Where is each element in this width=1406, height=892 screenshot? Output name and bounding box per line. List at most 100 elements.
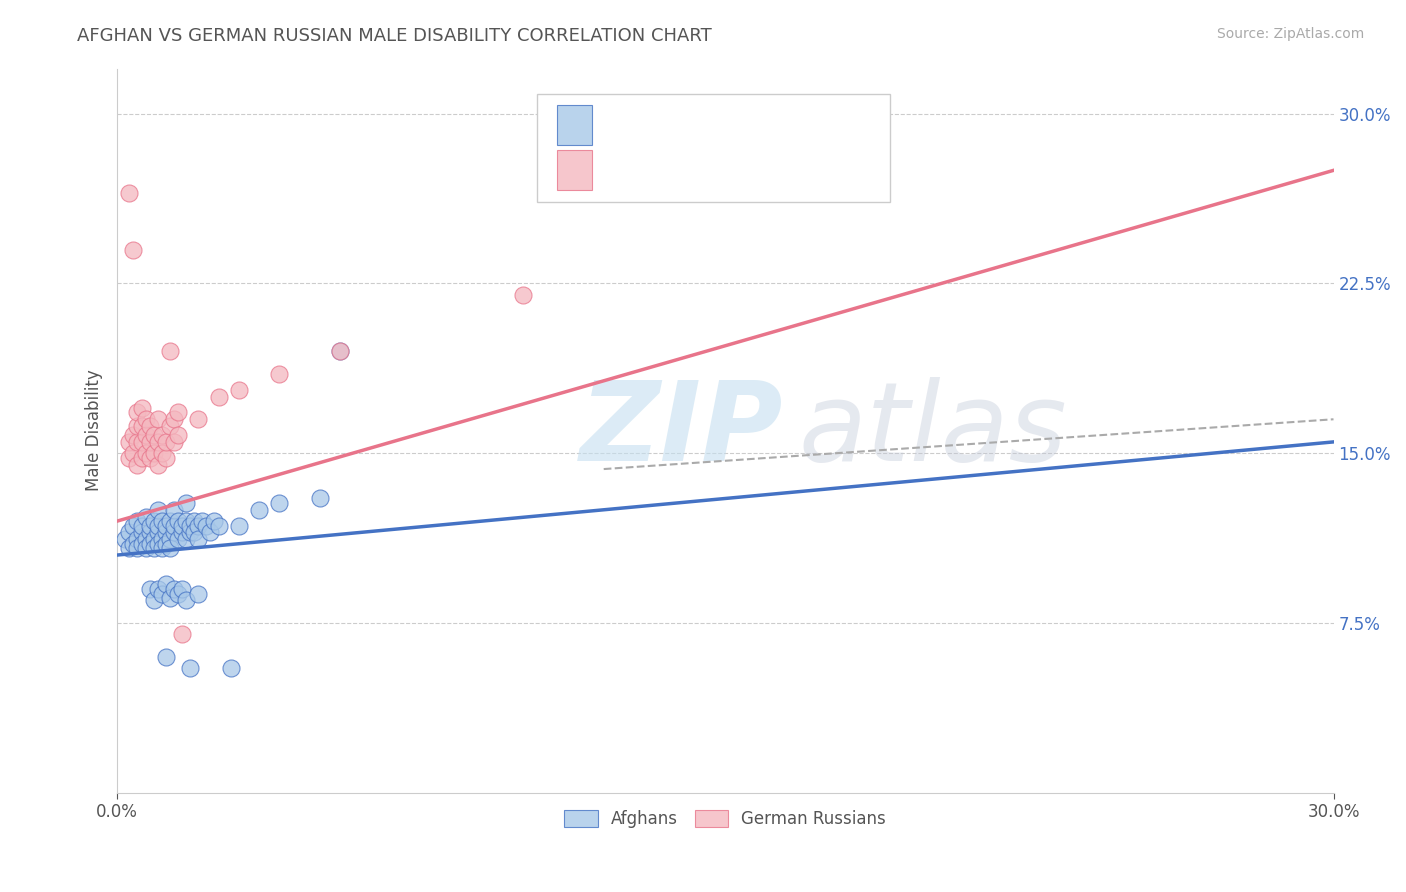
Point <box>142 514 165 528</box>
Point <box>159 532 181 546</box>
Point <box>155 518 177 533</box>
Point <box>167 405 190 419</box>
Point <box>150 514 173 528</box>
Point <box>150 446 173 460</box>
Point <box>167 514 190 528</box>
Point <box>150 541 173 556</box>
Point <box>131 450 153 465</box>
Point <box>155 450 177 465</box>
Point <box>118 525 141 540</box>
Point <box>127 532 149 546</box>
Point <box>127 434 149 449</box>
Point <box>142 541 165 556</box>
Point <box>138 582 160 596</box>
Point <box>187 412 209 426</box>
Point <box>131 518 153 533</box>
Point <box>159 591 181 605</box>
Point <box>142 446 165 460</box>
Point <box>269 367 291 381</box>
Point <box>159 541 181 556</box>
Point <box>131 419 153 434</box>
Point <box>179 661 201 675</box>
Point <box>247 503 270 517</box>
Point <box>118 541 141 556</box>
Point <box>131 537 153 551</box>
Point <box>127 514 149 528</box>
Point <box>167 586 190 600</box>
Point <box>228 518 250 533</box>
Point <box>127 405 149 419</box>
Point <box>155 434 177 449</box>
Point <box>131 434 153 449</box>
Point <box>146 412 169 426</box>
Point <box>155 525 177 540</box>
Point <box>167 428 190 442</box>
Point <box>174 532 197 546</box>
Point <box>200 525 222 540</box>
Point <box>138 518 160 533</box>
Point <box>135 412 157 426</box>
Point <box>155 537 177 551</box>
Point <box>219 661 242 675</box>
Point <box>163 412 186 426</box>
Point <box>114 532 136 546</box>
Point <box>207 390 229 404</box>
Point <box>138 537 160 551</box>
Point <box>187 586 209 600</box>
Point <box>146 525 169 540</box>
Point <box>179 518 201 533</box>
Point <box>187 532 209 546</box>
Point <box>146 434 169 449</box>
FancyBboxPatch shape <box>558 104 592 145</box>
Point <box>146 582 169 596</box>
FancyBboxPatch shape <box>558 151 592 190</box>
Point <box>122 537 145 551</box>
Point <box>174 593 197 607</box>
Point <box>142 428 165 442</box>
Point <box>122 518 145 533</box>
Point <box>135 509 157 524</box>
Point <box>127 458 149 472</box>
Point <box>269 496 291 510</box>
Point <box>170 627 193 641</box>
Point <box>122 243 145 257</box>
Point <box>155 649 177 664</box>
Point <box>122 428 145 442</box>
Point <box>127 419 149 434</box>
Point <box>183 525 205 540</box>
Legend: Afghans, German Russians: Afghans, German Russians <box>558 804 893 835</box>
Point <box>163 434 186 449</box>
Point <box>122 446 145 460</box>
Point <box>512 288 534 302</box>
Text: Source: ZipAtlas.com: Source: ZipAtlas.com <box>1216 27 1364 41</box>
Point <box>174 514 197 528</box>
Text: atlas: atlas <box>799 377 1067 484</box>
Point <box>159 514 181 528</box>
Point <box>146 458 169 472</box>
Point <box>138 419 160 434</box>
Point <box>118 434 141 449</box>
Point <box>150 586 173 600</box>
Text: R = 0.157   N = 74: R = 0.157 N = 74 <box>606 116 776 134</box>
Point <box>135 532 157 546</box>
Point <box>131 525 153 540</box>
Point <box>118 450 141 465</box>
Point <box>170 525 193 540</box>
Point <box>183 514 205 528</box>
Point <box>329 344 352 359</box>
Text: ZIP: ZIP <box>579 377 783 484</box>
Point <box>309 491 332 506</box>
Point <box>155 577 177 591</box>
Point <box>131 401 153 415</box>
Point <box>142 532 165 546</box>
Point <box>163 582 186 596</box>
Point <box>135 428 157 442</box>
Point <box>138 434 160 449</box>
Point <box>150 428 173 442</box>
Point <box>167 532 190 546</box>
FancyBboxPatch shape <box>537 94 890 202</box>
Point <box>138 450 160 465</box>
Point <box>146 537 169 551</box>
Point <box>195 518 218 533</box>
Point <box>159 419 181 434</box>
